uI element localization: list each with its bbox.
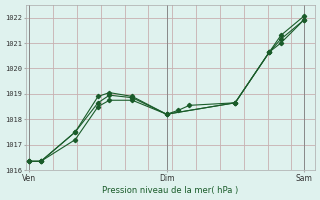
X-axis label: Pression niveau de la mer( hPa ): Pression niveau de la mer( hPa ) xyxy=(102,186,239,195)
